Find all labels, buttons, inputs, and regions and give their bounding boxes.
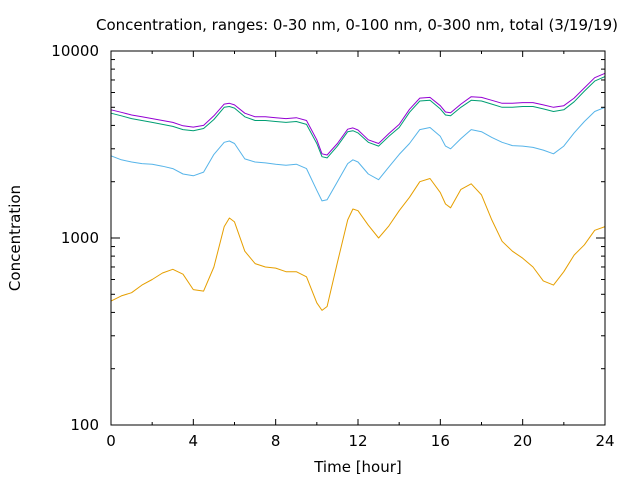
series-line-3	[110, 76, 606, 159]
y-tick-label: 1000	[61, 229, 99, 247]
plot-frame	[110, 50, 606, 426]
y-axis: 100 1000 10000	[51, 42, 605, 434]
x-axis-label: Time [hour]	[313, 458, 402, 476]
x-tick-label: 4	[189, 432, 199, 450]
x-tick-label: 8	[271, 432, 281, 450]
series-line-1	[110, 178, 606, 311]
x-tick-label: 20	[513, 432, 532, 450]
series-line-4	[110, 72, 606, 156]
x-tick-label: 24	[595, 432, 614, 450]
x-axis: 0 4 8 12 16 20 24	[106, 51, 615, 450]
chart-title: Concentration, ranges: 0-30 nm, 0-100 nm…	[96, 16, 618, 34]
y-tick-label: 100	[70, 416, 99, 434]
x-tick-label: 12	[348, 432, 367, 450]
plot-lines	[110, 72, 606, 311]
x-tick-label: 16	[431, 432, 450, 450]
y-tick-label: 10000	[51, 42, 99, 60]
x-tick-label: 0	[106, 432, 116, 450]
series-line-2	[110, 106, 606, 202]
y-axis-label: Concentration	[6, 185, 24, 291]
